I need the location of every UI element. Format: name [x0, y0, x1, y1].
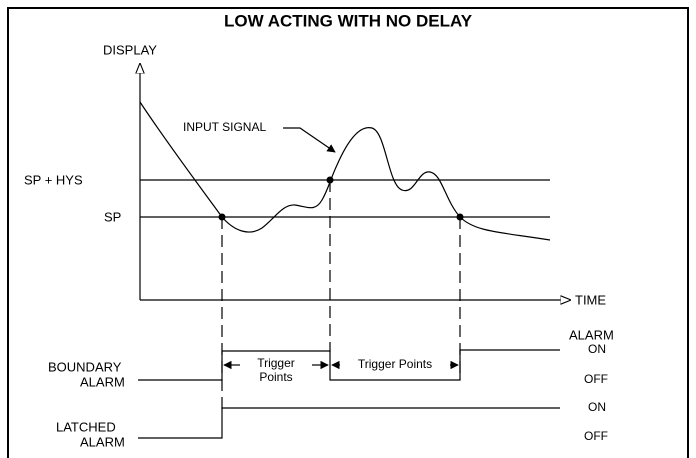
sp-label: SP — [104, 209, 121, 224]
latched-waveform — [138, 407, 560, 439]
boundary-waveform — [138, 349, 560, 381]
alarm-header: ALARM — [569, 327, 614, 342]
on-label: ON — [588, 342, 606, 356]
off-label: OFF — [584, 372, 608, 386]
off-label: OFF — [584, 429, 608, 443]
title: LOW ACTING WITH NO DELAY — [224, 11, 473, 30]
x-axis-label: TIME — [575, 292, 606, 307]
latched-label: ALARM — [80, 434, 125, 449]
latched-label: LATCHED — [56, 419, 116, 434]
trigger-text: Trigger — [257, 356, 295, 370]
signal-label: INPUT SIGNAL — [183, 120, 266, 134]
frame — [7, 7, 689, 458]
boundary-label: BOUNDARY — [48, 359, 122, 374]
boundary-label: ALARM — [80, 374, 125, 389]
y-axis-label: DISPLAY — [103, 42, 157, 57]
sp-hys-label: SP + HYS — [24, 172, 83, 187]
input-signal — [139, 101, 551, 241]
trigger-text: Trigger Points — [358, 357, 432, 371]
signal-leader — [283, 127, 336, 153]
on-label: ON — [588, 400, 606, 414]
trigger-text: Points — [259, 370, 292, 384]
